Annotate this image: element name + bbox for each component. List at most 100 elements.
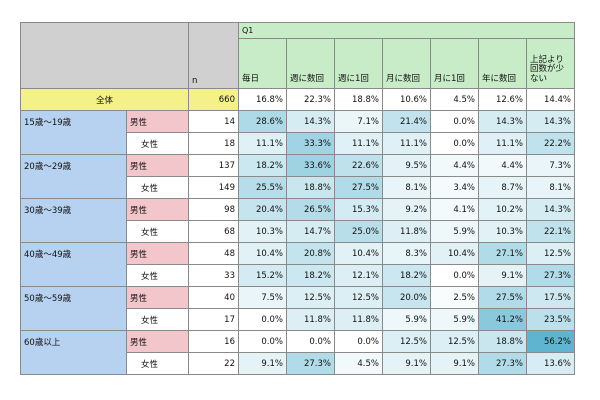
option-header: 週に1回: [334, 38, 383, 89]
percentage-cell: 11.1%: [238, 132, 287, 155]
gender-label: 女性: [126, 176, 189, 199]
percentage-cell: 7.1%: [334, 110, 383, 133]
n-cell: 33: [188, 264, 239, 287]
question-header: Q1: [238, 22, 575, 39]
percentage-cell: 10.3%: [478, 220, 527, 243]
percentage-cell: 27.5%: [334, 176, 383, 199]
n-cell: 17: [188, 308, 239, 331]
percentage-cell: 11.8%: [286, 308, 335, 331]
percentage-cell: 14.3%: [526, 110, 575, 133]
option-header: 月に数回: [382, 38, 431, 89]
percentage-cell: 0.0%: [238, 308, 287, 331]
gender-label: 男性: [126, 198, 189, 221]
percentage-cell: 27.3%: [478, 352, 527, 375]
percentage-cell: 9.2%: [382, 198, 431, 221]
percentage-cell: 11.1%: [334, 132, 383, 155]
total-percentage-cell: 22.3%: [286, 88, 335, 111]
option-header: 上記より回数が少ない: [526, 38, 575, 89]
option-header: 週に数回: [286, 38, 335, 89]
percentage-cell: 33.3%: [286, 132, 335, 155]
percentage-cell: 8.3%: [382, 242, 431, 265]
percentage-cell: 15.2%: [238, 264, 287, 287]
percentage-cell: 9.1%: [478, 264, 527, 287]
percentage-cell: 23.5%: [526, 308, 575, 331]
n-cell: 40: [188, 286, 239, 309]
percentage-cell: 25.5%: [238, 176, 287, 199]
percentage-cell: 27.3%: [526, 264, 575, 287]
option-header: 年に数回: [478, 38, 527, 89]
percentage-cell: 12.5%: [286, 286, 335, 309]
percentage-cell: 14.3%: [286, 110, 335, 133]
percentage-cell: 9.1%: [430, 352, 479, 375]
percentage-cell: 11.8%: [334, 308, 383, 331]
header-row-options: 毎日 週に数回 週に1回 月に数回 月に1回 年に数回 上記より回数が少ない: [21, 38, 575, 89]
age-group-label: 20歳～29歳: [20, 154, 127, 199]
percentage-cell: 27.3%: [286, 352, 335, 375]
gender-label: 女性: [126, 132, 189, 155]
percentage-cell: 22.6%: [334, 154, 383, 177]
percentage-cell: 7.5%: [238, 286, 287, 309]
table-row: 女性 17 0.0% 11.8% 11.8% 5.9% 5.9% 41.2% 23.5%: [21, 308, 575, 331]
percentage-cell: 0.0%: [430, 264, 479, 287]
percentage-cell: 7.3%: [526, 154, 575, 177]
table-row: 女性 33 15.2% 18.2% 12.1% 18.2% 0.0% 9.1% 27.3%: [21, 264, 575, 287]
header-corner: [20, 22, 189, 89]
table-row: 30歳～39歳 男性 98 20.4% 26.5% 15.3% 9.2% 4.1% 10.2% 1…: [20, 198, 575, 243]
n-cell: 149: [188, 176, 239, 199]
n-cell: 22: [188, 352, 239, 375]
percentage-cell: 41.2%: [478, 308, 527, 331]
percentage-cell: 10.4%: [238, 242, 287, 265]
total-percentage-cell: 18.8%: [334, 88, 383, 111]
option-header: 月に1回: [430, 38, 479, 89]
percentage-cell: 4.4%: [430, 154, 479, 177]
table-row: 女性 68 10.3% 14.7% 25.0% 11.8% 5.9% 10.3% 22.1%: [21, 220, 575, 243]
percentage-cell: 8.1%: [382, 176, 431, 199]
percentage-cell: 20.4%: [238, 198, 287, 221]
percentage-cell: 33.6%: [286, 154, 335, 177]
age-group-label: 50歳～59歳: [20, 286, 127, 331]
table-row: 60歳以上 男性 16 0.0% 0.0% 0.0% 12.5% 12.5% 18.8% 56.2…: [20, 330, 575, 375]
percentage-cell: 11.8%: [382, 220, 431, 243]
header-row-question: n Q1: [20, 22, 575, 89]
percentage-cell: 21.4%: [382, 110, 431, 133]
option-header: 毎日: [238, 38, 287, 89]
percentage-cell: 15.3%: [334, 198, 383, 221]
table-row: 女性 149 25.5% 18.8% 27.5% 8.1% 3.4% 8.7% 8.1%: [21, 176, 575, 199]
age-group-label: 30歳～39歳: [20, 198, 127, 243]
percentage-cell: 22.1%: [526, 220, 575, 243]
percentage-cell: 27.5%: [478, 286, 527, 309]
percentage-cell: 18.8%: [478, 330, 527, 353]
percentage-cell: 11.1%: [382, 132, 431, 155]
percentage-cell: 0.0%: [334, 330, 383, 353]
percentage-cell: 2.5%: [430, 286, 479, 309]
percentage-cell: 0.0%: [430, 110, 479, 133]
percentage-cell: 12.5%: [334, 286, 383, 309]
gender-label: 男性: [126, 110, 189, 133]
percentage-cell: 0.0%: [430, 132, 479, 155]
n-cell: 48: [188, 242, 239, 265]
gender-label: 男性: [126, 286, 189, 309]
percentage-cell: 20.8%: [286, 242, 335, 265]
percentage-cell: 28.6%: [238, 110, 287, 133]
percentage-cell: 5.9%: [430, 220, 479, 243]
percentage-cell: 18.8%: [286, 176, 335, 199]
percentage-cell: 4.1%: [430, 198, 479, 221]
gender-label: 女性: [126, 308, 189, 331]
percentage-cell: 27.1%: [478, 242, 527, 265]
percentage-cell: 25.0%: [334, 220, 383, 243]
percentage-cell: 0.0%: [286, 330, 335, 353]
percentage-cell: 17.5%: [526, 286, 575, 309]
n-column-header: n: [188, 22, 239, 89]
table-row: 40歳～49歳 男性 48 10.4% 20.8% 10.4% 8.3% 10.4% 27.1%…: [20, 242, 575, 287]
percentage-cell: 20.0%: [382, 286, 431, 309]
percentage-cell: 9.5%: [382, 154, 431, 177]
total-percentage-cell: 16.8%: [238, 88, 287, 111]
percentage-cell: 26.5%: [286, 198, 335, 221]
total-percentage-cell: 14.4%: [526, 88, 575, 111]
gender-label: 男性: [126, 154, 189, 177]
percentage-cell: 11.1%: [478, 132, 527, 155]
n-cell: 137: [188, 154, 239, 177]
total-n-cell: 660: [188, 88, 239, 111]
percentage-cell: 10.2%: [478, 198, 527, 221]
total-percentage-cell: 4.5%: [430, 88, 479, 111]
